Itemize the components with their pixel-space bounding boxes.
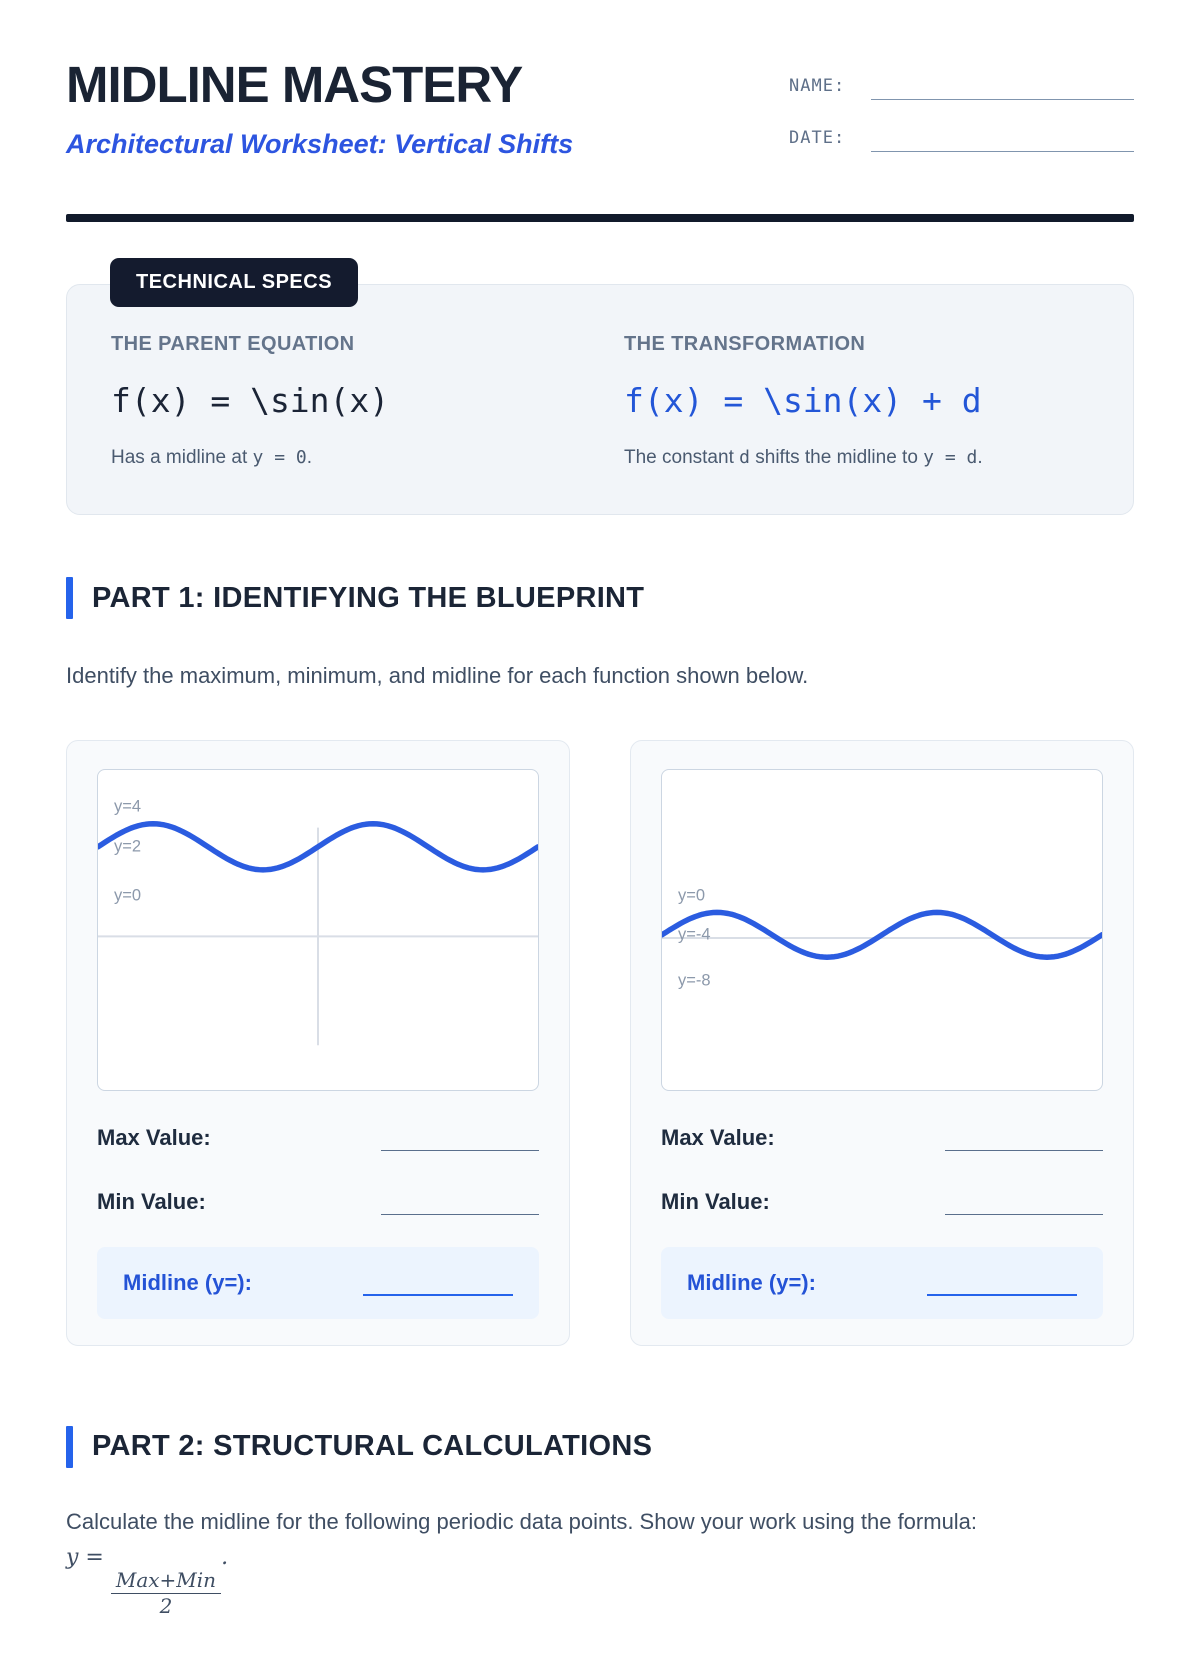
technical-specs-section: TECHNICAL SPECS THE PARENT EQUATION f(x)… [66, 258, 1134, 516]
graph-2-max-answer-blank[interactable] [945, 1123, 1103, 1151]
text-segment: y = d [923, 447, 978, 468]
parent-equation-column: THE PARENT EQUATION f(x) = \sin(x) Has a… [111, 333, 576, 472]
text-segment: The constant [624, 447, 740, 468]
text-segment: Has a midline at [111, 447, 253, 468]
midline-formula: y = Max+Min 2. [66, 1544, 229, 1618]
graph-2-min-row: Min Value: [661, 1187, 1103, 1215]
text-segment: d [739, 447, 750, 468]
graph-2-label-y-8: y=-8 [678, 971, 711, 990]
text-segment: shifts the midline to [749, 447, 924, 468]
part2-instruction: Calculate the midline for the following … [66, 1504, 1134, 1618]
max-value-label: Max Value: [97, 1124, 211, 1150]
date-label: DATE: [789, 128, 846, 148]
midline-label: Midline (y=): [123, 1269, 252, 1295]
parent-equation-description: Has a midline at y = 0. [111, 443, 551, 472]
name-row: NAME: [789, 74, 1134, 100]
part1-instruction: Identify the maximum, minimum, and midli… [66, 663, 809, 689]
transformation-column: THE TRANSFORMATION f(x) = \sin(x) + d Th… [624, 333, 1089, 472]
min-value-label: Min Value: [661, 1188, 770, 1214]
parent-equation: f(x) = \sin(x) [111, 381, 390, 420]
technical-specs-badge: TECHNICAL SPECS [110, 258, 359, 307]
graph-1-label-y0: y=0 [114, 886, 142, 905]
graph-1-plot: y=4 y=2 y=0 [97, 768, 539, 1091]
graph-2-midline-answer-blank[interactable] [927, 1270, 1077, 1296]
graph-1-canvas [98, 820, 538, 1045]
min-value-label: Min Value: [97, 1188, 206, 1214]
student-id-block: NAME: DATE: [789, 58, 1134, 178]
graph-2-label-y-4: y=-4 [678, 925, 711, 944]
part1-heading: PART 1: IDENTIFYING THE BLUEPRINT [66, 577, 1134, 620]
date-input-line[interactable] [871, 126, 1134, 152]
graph-1-midline-answer-blank[interactable] [363, 1270, 513, 1296]
formula-lhs: y = [66, 1544, 104, 1570]
name-label: NAME: [789, 76, 846, 96]
graph-2-label-y0: y=0 [678, 886, 706, 905]
graph-1-label-y2: y=2 [114, 837, 142, 856]
header-divider [66, 214, 1134, 222]
part1-title: PART 1: IDENTIFYING THE BLUEPRINT [92, 581, 645, 614]
max-value-label: Max Value: [661, 1124, 775, 1150]
page-subtitle: Architectural Worksheet: Vertical Shifts [66, 128, 574, 159]
formula-period: . [221, 1544, 229, 1570]
transformation-equation: f(x) = \sin(x) + d [624, 381, 982, 420]
graph-card-1: y=4 y=2 y=0 Max Value: Min Value: Midlin… [66, 739, 570, 1346]
header-titles: MIDLINE MASTERY Architectural Worksheet:… [66, 58, 573, 178]
graph-cards: y=4 y=2 y=0 Max Value: Min Value: Midlin… [66, 739, 1134, 1346]
worksheet-page: MIDLINE MASTERY Architectural Worksheet:… [0, 58, 1200, 1618]
graph-1-label-y4: y=4 [114, 797, 142, 816]
graph-2-max-row: Max Value: [661, 1123, 1103, 1151]
graph-1-min-answer-blank[interactable] [381, 1187, 539, 1215]
graph-2-plot: y=0 y=-4 y=-8 [661, 768, 1103, 1091]
part2-title: PART 2: STRUCTURAL CALCULATIONS [92, 1430, 653, 1463]
transformation-heading: THE TRANSFORMATION [624, 333, 866, 355]
formula-denominator: 2 [159, 1593, 173, 1618]
text-segment: y = 0 [252, 447, 307, 468]
graph-2-min-answer-blank[interactable] [945, 1187, 1103, 1215]
graph-1-min-row: Min Value: [97, 1187, 539, 1215]
graph-2-canvas [662, 909, 1102, 960]
header: MIDLINE MASTERY Architectural Worksheet:… [66, 58, 1134, 178]
graph-2-sine-wave [662, 909, 1102, 960]
parent-equation-heading: THE PARENT EQUATION [111, 333, 355, 355]
date-row: DATE: [789, 126, 1134, 152]
text-segment: . [977, 447, 983, 468]
formula-fraction: Max+Min 2 [110, 1568, 222, 1618]
part2-instruction-text: Calculate the midline for the following … [66, 1508, 978, 1534]
graph-1-max-answer-blank[interactable] [381, 1123, 539, 1151]
graph-1-midline-box: Midline (y=): [97, 1246, 539, 1319]
formula-numerator: Max+Min [110, 1568, 222, 1594]
midline-label: Midline (y=): [687, 1269, 816, 1295]
part2-heading: PART 2: STRUCTURAL CALCULATIONS [66, 1425, 1134, 1468]
part2-accent-bar [66, 1425, 73, 1468]
technical-specs-box: THE PARENT EQUATION f(x) = \sin(x) Has a… [66, 284, 1134, 516]
text-segment: . [306, 447, 312, 468]
graph-1-max-row: Max Value: [97, 1123, 539, 1151]
page-title: MIDLINE MASTERY [66, 56, 523, 113]
graph-2-midline-box: Midline (y=): [661, 1246, 1103, 1319]
name-input-line[interactable] [871, 74, 1134, 100]
graph-1-sine-wave [98, 820, 538, 873]
graph-card-2: y=0 y=-4 y=-8 Max Value: Min Value: Midl… [630, 739, 1134, 1346]
part1-accent-bar [66, 577, 73, 620]
transformation-description: The constant d shifts the midline to y =… [624, 443, 1064, 472]
